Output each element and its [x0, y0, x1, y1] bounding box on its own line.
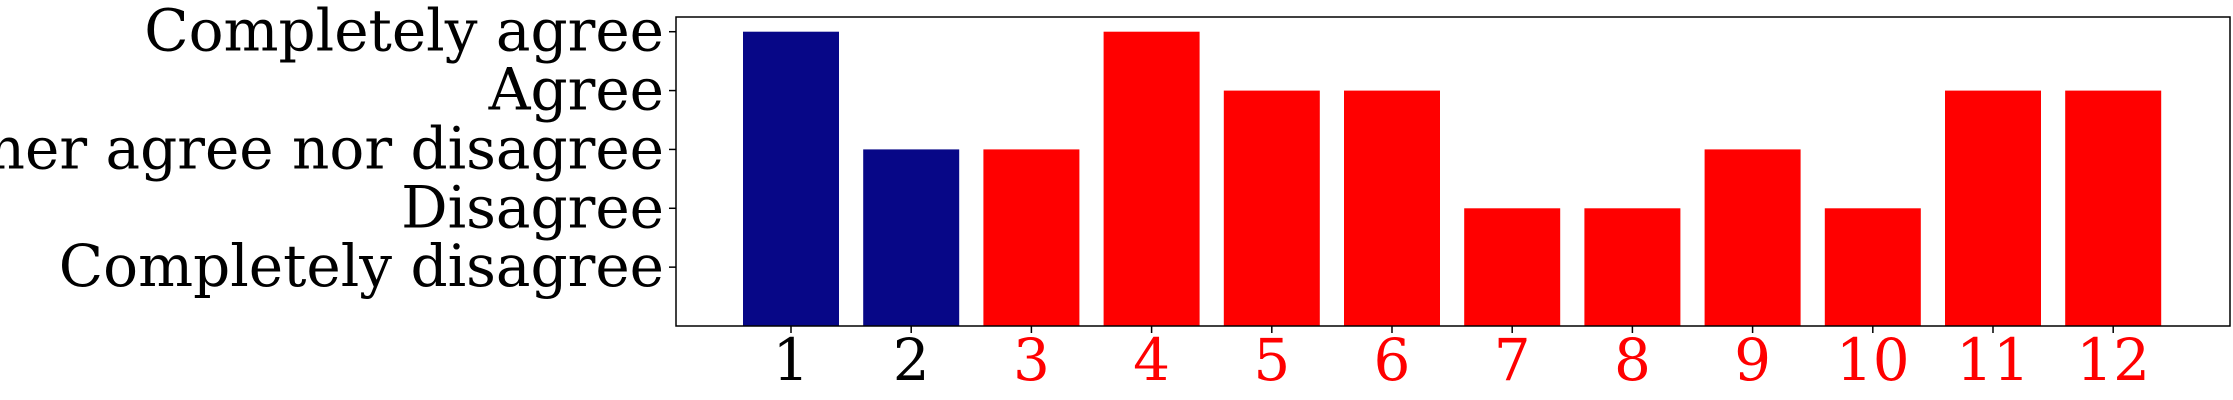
x-tick-label: 12 — [2076, 326, 2150, 394]
bar-10 — [1824, 208, 1921, 326]
bar-7 — [1464, 208, 1561, 326]
y-axis: Completely disagreeDisagreeNeither agree… — [0, 0, 676, 300]
x-tick-label: 7 — [1494, 326, 1531, 394]
x-tick-label: 8 — [1614, 326, 1651, 394]
x-tick-label: 11 — [1956, 326, 2030, 394]
x-tick-label: 4 — [1133, 326, 1170, 394]
y-tick-label: Completely disagree — [59, 232, 664, 300]
bar-12 — [2065, 90, 2162, 326]
x-tick-label: 2 — [893, 326, 930, 394]
bar-2 — [863, 149, 960, 326]
x-tick-label: 3 — [1013, 326, 1050, 394]
bar-4 — [1103, 31, 1200, 326]
bar-6 — [1344, 90, 1440, 326]
bar-11 — [1945, 90, 2041, 326]
x-axis: 1 2 3 4 5 6 7 8 9 10 11 12 — [773, 326, 2150, 394]
y-tick-label: Completely agree — [144, 0, 664, 65]
bar-5 — [1223, 90, 1320, 326]
bar-3 — [983, 149, 1080, 326]
y-tick-label: Neither agree nor disagree — [0, 114, 664, 182]
y-tick-label: Agree — [488, 56, 664, 124]
bar-1 — [743, 31, 839, 326]
x-tick-label: 10 — [1836, 326, 1910, 394]
bar-9 — [1704, 149, 1801, 326]
x-tick-label: 6 — [1374, 326, 1411, 394]
bars-group — [743, 31, 2162, 326]
bar-8 — [1584, 208, 1681, 326]
x-tick-label: 5 — [1253, 326, 1290, 394]
y-tick-label: Disagree — [401, 173, 664, 241]
plot-frame — [675, 16, 2231, 327]
x-tick-label: 1 — [773, 326, 810, 394]
x-tick-label: 9 — [1734, 326, 1771, 394]
